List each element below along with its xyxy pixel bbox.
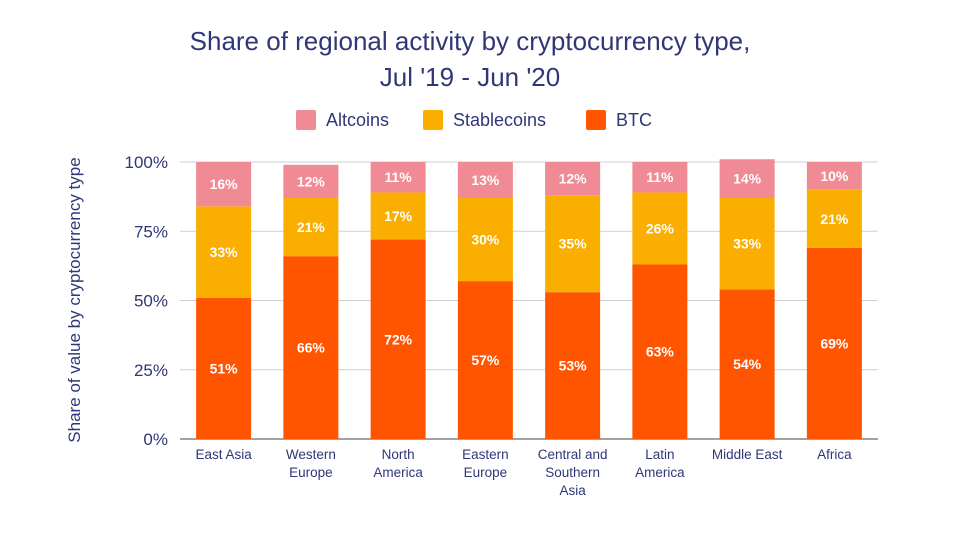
bar-segment — [719, 159, 775, 199]
chart-title-line: Jul '19 - Jun '20 — [380, 62, 560, 92]
x-tick-label: America — [373, 465, 423, 480]
y-tick-label: 25% — [134, 361, 168, 380]
y-axis-label: Share of value by cryptocurrency type — [65, 157, 84, 442]
legend-swatch — [586, 110, 606, 130]
bar-segment — [545, 195, 601, 293]
data-label: 12% — [559, 171, 588, 187]
legend-label: Altcoins — [326, 110, 389, 130]
legend-label: Stablecoins — [453, 110, 546, 130]
data-label: 12% — [297, 173, 326, 189]
bar-segment — [370, 162, 426, 193]
data-label: 14% — [733, 171, 762, 187]
bar-segment — [457, 281, 513, 439]
bar-segment — [370, 192, 426, 240]
data-label: 53% — [559, 358, 588, 374]
y-tick-label: 75% — [134, 222, 168, 241]
legend-swatch — [296, 110, 316, 130]
bar-segment — [283, 256, 339, 439]
data-label: 51% — [210, 360, 239, 376]
bar-segment — [806, 247, 862, 439]
y-tick-label: 50% — [134, 292, 168, 311]
y-tick-label: 0% — [143, 430, 168, 449]
x-tick-label: North — [382, 447, 415, 462]
bar-segment — [545, 162, 601, 196]
x-tick-label: Eastern — [462, 447, 509, 462]
x-tick-label: Central and — [538, 447, 608, 462]
data-label: 10% — [820, 168, 849, 184]
bar-segment — [370, 239, 426, 439]
x-tick-label: Middle East — [712, 447, 783, 462]
legend-swatch — [423, 110, 443, 130]
bar-segment — [806, 189, 862, 248]
data-label: 13% — [471, 172, 500, 188]
bar-segment — [457, 162, 513, 199]
x-tick-label: East Asia — [195, 447, 252, 462]
bar-segment — [196, 206, 252, 298]
data-label: 11% — [385, 169, 413, 185]
bar-segment — [545, 292, 601, 439]
data-label: 21% — [297, 219, 326, 235]
x-tick-label: Africa — [817, 447, 852, 462]
x-tick-label: Europe — [464, 465, 508, 480]
bar-segment — [283, 198, 339, 257]
x-tick-label: Europe — [289, 465, 333, 480]
bar-segment — [196, 162, 252, 207]
data-label: 17% — [384, 208, 413, 224]
data-label: 35% — [559, 236, 588, 252]
bar-segment — [457, 198, 513, 282]
data-label: 21% — [820, 211, 849, 227]
bar-segment — [806, 162, 862, 190]
data-label: 66% — [297, 340, 326, 356]
y-tick-label: 100% — [125, 153, 168, 172]
x-tick-label: Asia — [559, 483, 586, 498]
data-label: 33% — [210, 244, 239, 260]
data-label: 72% — [384, 331, 413, 347]
x-tick-label: America — [635, 465, 685, 480]
x-tick-label: Western — [286, 447, 336, 462]
bar-segment — [632, 162, 688, 193]
bar-segment — [719, 289, 775, 439]
bar-segment — [632, 192, 688, 265]
data-label: 26% — [646, 220, 675, 236]
x-tick-label: Latin — [645, 447, 674, 462]
bar-segment — [196, 297, 252, 439]
data-label: 16% — [210, 176, 239, 192]
chart-title-line: Share of regional activity by cryptocurr… — [190, 26, 751, 56]
x-tick-label: Southern — [545, 465, 600, 480]
legend-label: BTC — [616, 110, 652, 130]
data-label: 54% — [733, 356, 762, 372]
data-label: 11% — [646, 169, 674, 185]
data-label: 33% — [733, 236, 762, 252]
data-label: 63% — [646, 344, 675, 360]
bar-segment — [719, 198, 775, 290]
data-label: 30% — [471, 232, 500, 248]
bar-segment — [283, 164, 339, 199]
data-label: 57% — [471, 352, 500, 368]
data-label: 69% — [820, 335, 849, 351]
bar-segment — [632, 264, 688, 439]
